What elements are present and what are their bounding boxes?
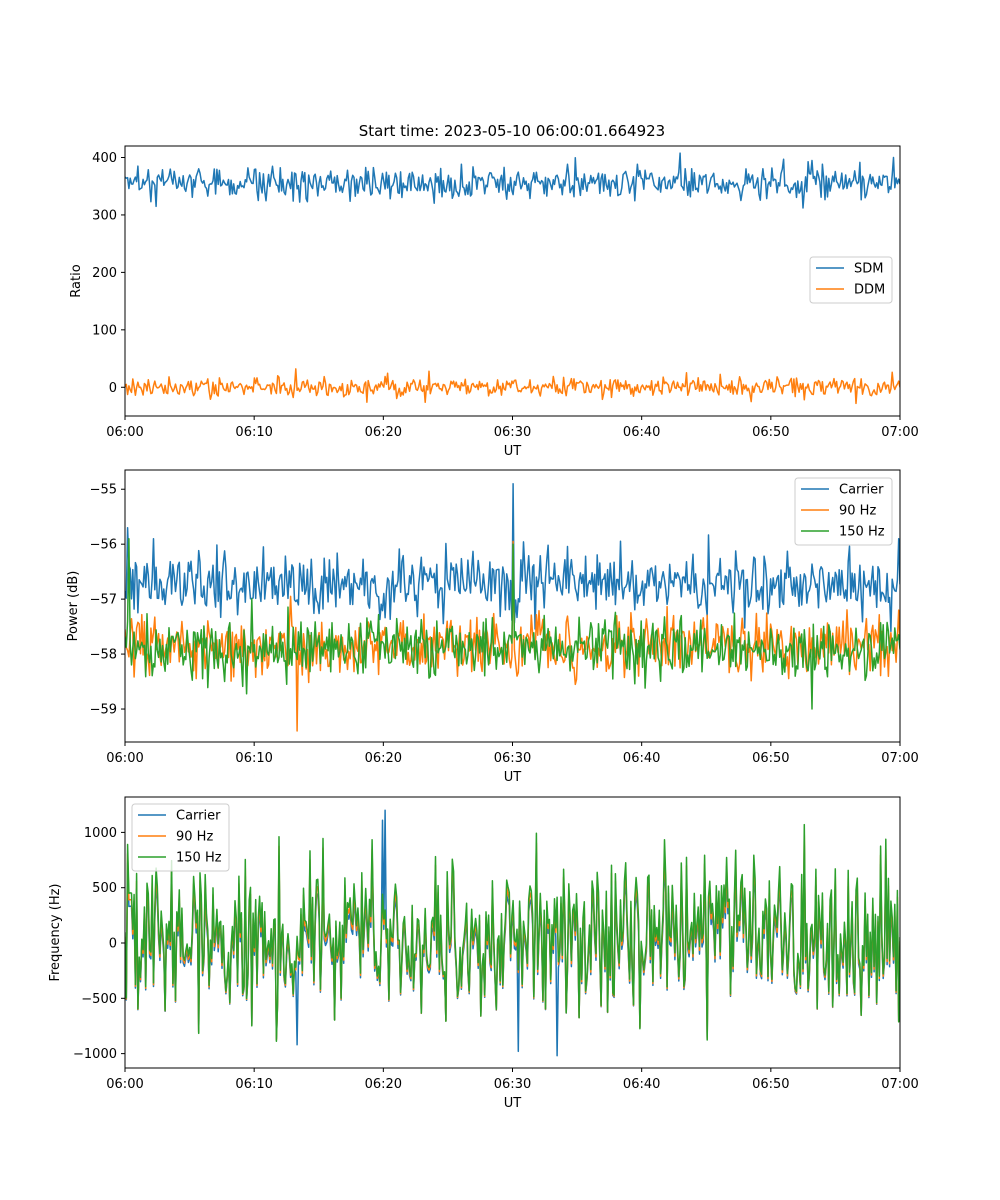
- series-group: [125, 809, 900, 1057]
- legend: Carrier 90 Hz 150 Hz: [131, 803, 230, 872]
- legend-label: 150 Hz: [839, 525, 885, 540]
- y-tick-label: −500: [81, 992, 117, 1007]
- y-tick-label: −55: [90, 483, 117, 498]
- x-axis-label: UT: [504, 770, 522, 785]
- y-tick-label: −59: [90, 703, 117, 718]
- y-tick-label: −57: [90, 593, 117, 608]
- series-group: [125, 152, 900, 405]
- legend-label: SDM: [854, 262, 883, 277]
- series-group: [125, 482, 900, 732]
- y-axis-label: Power (dB): [66, 571, 81, 642]
- y-tick-label: 300: [92, 208, 117, 223]
- x-tick-label: 07:00: [881, 425, 918, 440]
- series-line-sdm: [125, 152, 900, 209]
- series-line-150-hz: [125, 537, 900, 710]
- x-tick-label: 06:50: [752, 751, 789, 766]
- x-tick-label: 06:40: [623, 425, 660, 440]
- series-line-150-hz: [125, 823, 900, 1043]
- x-tick-label: 06:40: [623, 751, 660, 766]
- y-tick-label: 100: [92, 323, 117, 338]
- y-tick-label: 0: [109, 381, 117, 396]
- x-tick-label: 06:00: [106, 425, 143, 440]
- x-tick-label: 06:50: [752, 1077, 789, 1092]
- legend-box: [794, 477, 893, 546]
- y-tick-label: 1000: [84, 826, 117, 841]
- y-axis-label: Ratio: [69, 264, 84, 297]
- legend-label: Carrier: [176, 809, 221, 824]
- x-tick-label: 06:40: [623, 1077, 660, 1092]
- x-tick-label: 07:00: [881, 751, 918, 766]
- x-tick-label: 06:10: [235, 425, 272, 440]
- x-axis-label: UT: [504, 1096, 522, 1111]
- legend-box: [131, 803, 230, 872]
- x-tick-label: 06:20: [365, 1077, 402, 1092]
- legend: SDM DDM: [809, 256, 893, 304]
- x-tick-label: 06:20: [365, 751, 402, 766]
- y-tick-label: −58: [90, 648, 117, 663]
- y-tick-label: 0: [109, 937, 117, 952]
- legend-label: 90 Hz: [839, 504, 876, 519]
- series-line-ddm: [125, 368, 900, 405]
- panels: 06:00 06:10 06:20 06:30 06:40 06:50 07:00 400 30…: [48, 145, 919, 1111]
- y-axis-label: Frequency (Hz): [48, 883, 63, 981]
- x-tick-label: 06:50: [752, 425, 789, 440]
- x-tick-label: 06:30: [494, 1077, 531, 1092]
- panel-2: 06:00 06:10 06:20 06:30 06:40 06:50 07:00 −55 −5…: [66, 469, 919, 785]
- y-tick-label: 500: [92, 881, 117, 896]
- legend-label: DDM: [854, 283, 885, 298]
- x-tick-label: 06:00: [106, 1077, 143, 1092]
- x-tick-label: 06:10: [235, 1077, 272, 1092]
- y-tick-label: −56: [90, 538, 117, 553]
- y-tick-label: 400: [92, 151, 117, 166]
- x-tick-label: 06:00: [106, 751, 143, 766]
- x-axis-label: UT: [504, 444, 522, 459]
- panel-3: 06:00 06:10 06:20 06:30 06:40 06:50 07:00 1000 5…: [48, 796, 919, 1111]
- y-tick-label: −1000: [73, 1047, 117, 1062]
- figure-title: Start time: 2023-05-10 06:00:01.664923: [359, 122, 665, 140]
- x-tick-label: 06:30: [494, 425, 531, 440]
- x-tick-label: 06:20: [365, 425, 402, 440]
- x-tick-label: 06:10: [235, 751, 272, 766]
- legend-label: 150 Hz: [176, 851, 222, 866]
- legend-label: Carrier: [839, 483, 884, 498]
- x-tick-label: 07:00: [881, 1077, 918, 1092]
- y-tick-label: 200: [92, 266, 117, 281]
- x-tick-label: 06:30: [494, 751, 531, 766]
- panel-1: 06:00 06:10 06:20 06:30 06:40 06:50 07:00 400 30…: [69, 145, 919, 459]
- legend-label: 90 Hz: [176, 830, 213, 845]
- legend: Carrier 90 Hz 150 Hz: [794, 477, 893, 546]
